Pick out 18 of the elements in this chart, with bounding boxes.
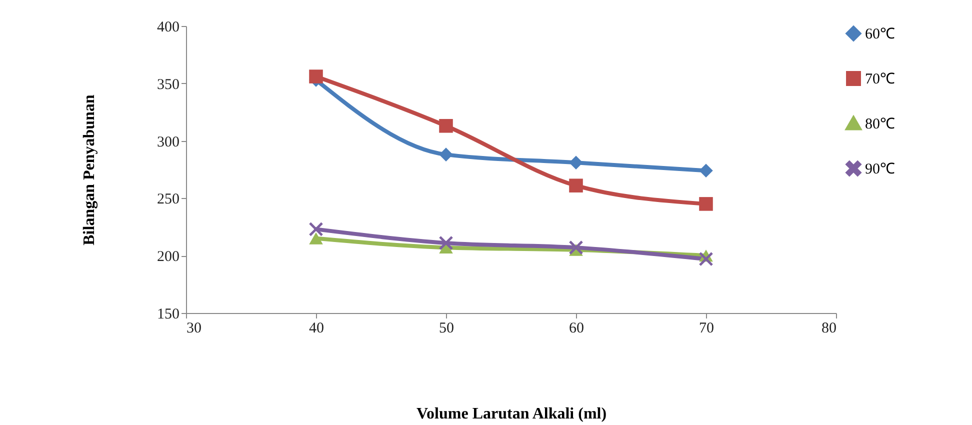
x-tick-label: 40 <box>309 320 324 336</box>
y-tick-label: 300 <box>157 134 180 150</box>
y-tick-label: 200 <box>157 249 180 266</box>
y-axis-title: Bilangan Penyabunan <box>81 94 98 246</box>
x-tick-label: 50 <box>439 320 454 336</box>
x-tick-label: 80 <box>822 320 836 336</box>
x-tick-label: 60 <box>569 320 584 336</box>
y-tick-label: 250 <box>157 192 180 208</box>
y-tick-label: 350 <box>157 76 180 93</box>
legend-label: 80℃ <box>865 116 895 132</box>
legend-label: 60℃ <box>865 26 895 42</box>
y-tick-label: 400 <box>157 20 180 36</box>
y-tick-label: 150 <box>157 306 180 322</box>
x-axis-title: Volume Larutan Alkali (ml) <box>416 406 607 422</box>
x-tick-label: 30 <box>186 320 202 336</box>
legend-label: 70℃ <box>865 72 895 88</box>
x-tick-label: 70 <box>699 320 714 336</box>
legend-label: 90℃ <box>865 162 895 178</box>
